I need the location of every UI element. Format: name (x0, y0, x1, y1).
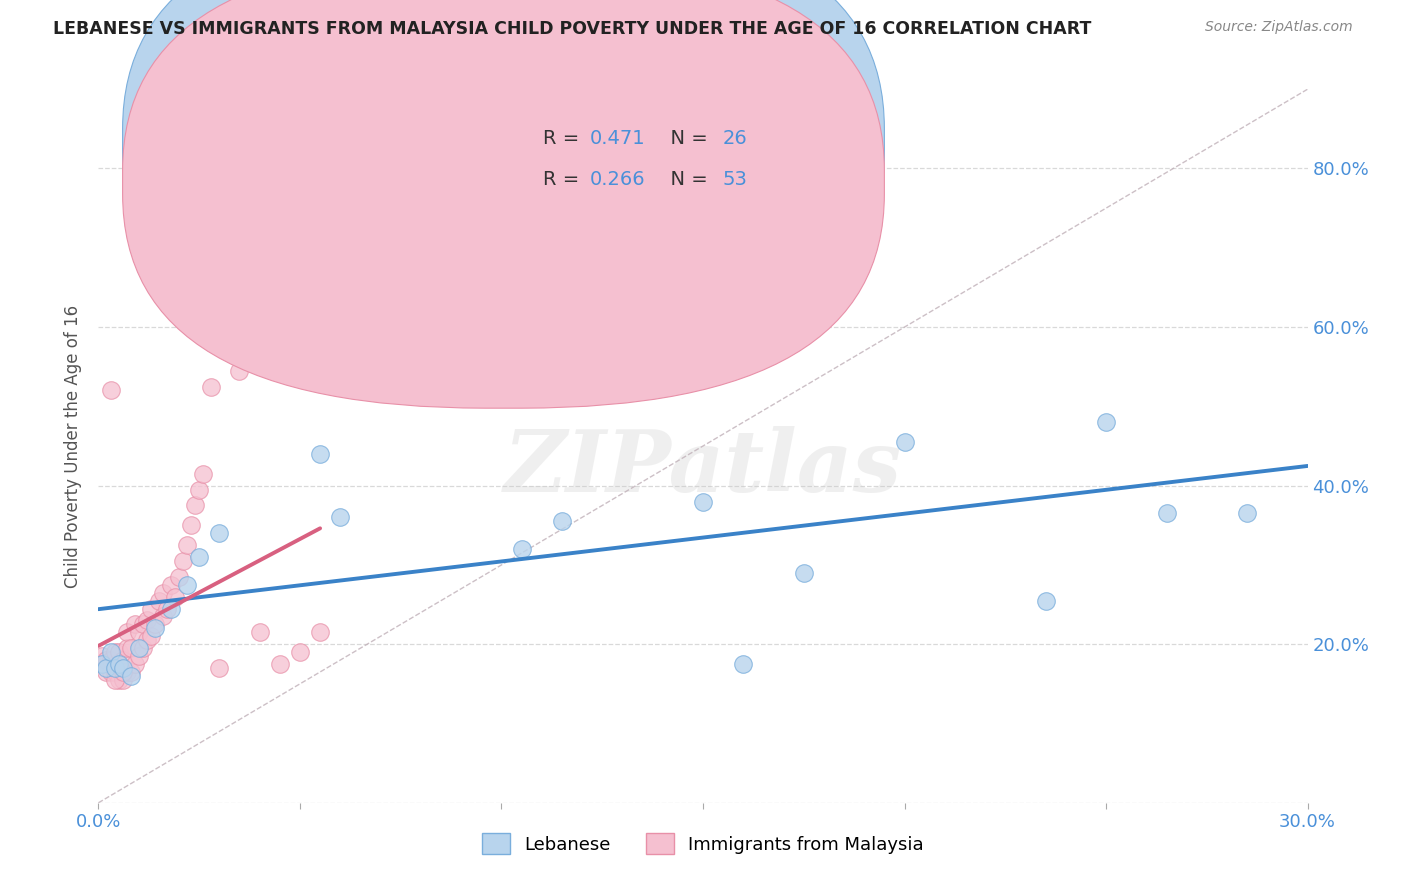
Point (1156, 507, 1178, 521)
Point (103, 645, 125, 659)
Point (91, 649, 114, 664)
Text: ZIPatlas: ZIPatlas (503, 425, 903, 509)
Point (100, 384, 122, 398)
Point (107, 657, 129, 671)
Point (193, 467, 215, 481)
Point (111, 653, 134, 667)
Point (111, 673, 134, 687)
Point (160, 601, 183, 615)
Point (91, 657, 114, 671)
Point (163, 590, 186, 604)
Point (1035, 593, 1057, 607)
Point (692, 494, 714, 508)
Point (200, 379, 222, 393)
Point (96, 661, 118, 675)
Point (128, 625, 150, 640)
Point (111, 665, 134, 679)
Point (152, 585, 174, 599)
Point (139, 629, 162, 643)
Point (148, 593, 170, 607)
Point (120, 641, 142, 656)
Point (124, 657, 146, 671)
Point (124, 617, 146, 632)
Point (139, 601, 162, 615)
Text: LEBANESE VS IMMIGRANTS FROM MALAYSIA CHILD POVERTY UNDER THE AGE OF 16 CORRELATI: LEBANESE VS IMMIGRANTS FROM MALAYSIA CHI… (53, 20, 1092, 37)
Point (309, 625, 332, 640)
Point (107, 645, 129, 659)
Point (128, 641, 150, 656)
Point (135, 614, 157, 628)
Point (103, 673, 125, 687)
Point (249, 625, 271, 640)
Point (733, 657, 755, 671)
Point (551, 514, 574, 528)
Point (167, 570, 190, 584)
Point (208, 661, 231, 675)
Text: N =: N = (658, 129, 714, 148)
Point (309, 447, 332, 461)
Point (96, 653, 118, 667)
Text: N =: N = (658, 170, 714, 189)
Point (100, 653, 122, 667)
Point (100, 645, 122, 659)
Point (115, 641, 138, 656)
Point (176, 538, 198, 552)
Point (793, 566, 815, 580)
Point (107, 657, 129, 671)
Point (188, 483, 211, 497)
Point (111, 661, 134, 675)
Point (132, 641, 155, 656)
FancyBboxPatch shape (122, 0, 884, 367)
FancyBboxPatch shape (122, 0, 884, 409)
Text: 0.266: 0.266 (589, 170, 645, 189)
Point (288, 645, 311, 659)
Point (176, 578, 198, 592)
Point (135, 633, 157, 648)
Text: R =: R = (543, 129, 586, 148)
Point (208, 526, 231, 541)
Point (1236, 507, 1258, 521)
Point (143, 617, 166, 632)
Point (160, 578, 183, 592)
Point (120, 665, 142, 679)
Point (103, 661, 125, 675)
Point (120, 669, 142, 683)
Point (228, 364, 250, 378)
Point (91, 657, 114, 671)
Point (128, 649, 150, 664)
Point (96, 665, 118, 679)
Point (103, 657, 125, 671)
Point (893, 435, 915, 450)
Point (107, 673, 129, 687)
Legend: Lebanese, Immigrants from Malaysia: Lebanese, Immigrants from Malaysia (475, 826, 931, 862)
Text: R =: R = (543, 170, 586, 189)
Point (103, 665, 125, 679)
Point (1095, 415, 1118, 429)
Point (115, 665, 138, 679)
Point (349, 257, 371, 271)
Point (156, 601, 179, 615)
Point (100, 665, 122, 679)
Text: Source: ZipAtlas.com: Source: ZipAtlas.com (1205, 20, 1353, 34)
Point (329, 510, 352, 524)
Point (152, 609, 174, 624)
Text: 53: 53 (723, 170, 747, 189)
Point (184, 499, 207, 513)
Point (132, 617, 155, 632)
Point (269, 657, 291, 671)
Text: 26: 26 (723, 129, 747, 148)
Point (510, 542, 533, 557)
FancyBboxPatch shape (467, 109, 848, 219)
Point (172, 554, 194, 568)
Point (143, 621, 166, 635)
Y-axis label: Child Poverty Under the Age of 16: Child Poverty Under the Age of 16 (65, 304, 83, 588)
Text: 0.471: 0.471 (589, 129, 645, 148)
Point (180, 518, 202, 533)
Point (188, 549, 211, 564)
Point (115, 625, 138, 640)
